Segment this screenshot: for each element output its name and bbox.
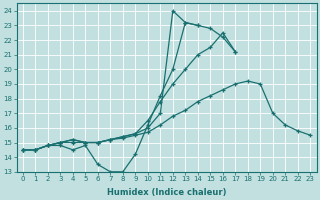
X-axis label: Humidex (Indice chaleur): Humidex (Indice chaleur) — [107, 188, 226, 197]
